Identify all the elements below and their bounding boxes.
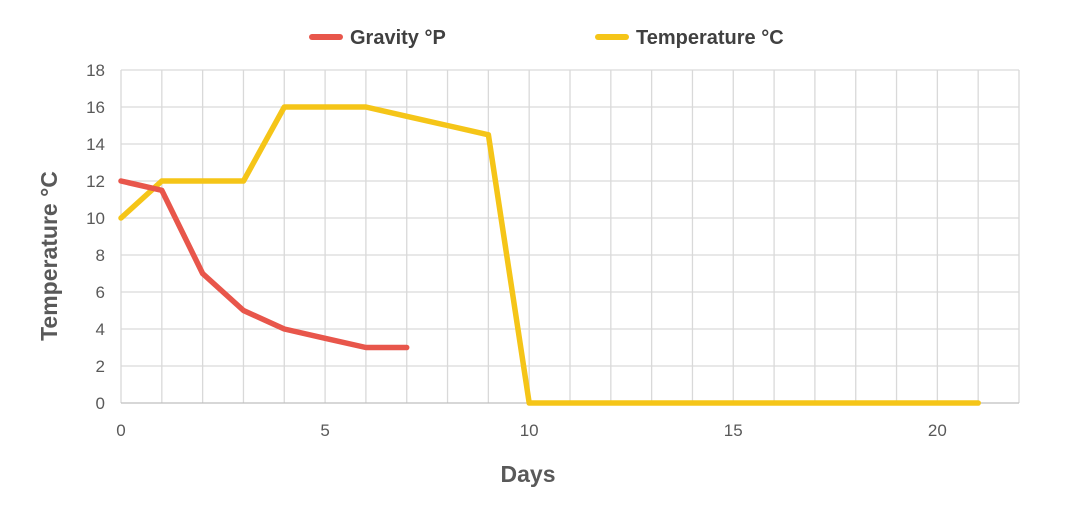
x-tick-label: 15 (724, 421, 743, 440)
y-tick-label: 2 (96, 357, 105, 376)
temperature-series-line (118, 104, 981, 406)
y-tick-label: 0 (96, 394, 105, 413)
axis-layer: 0 2 4 6 8 10 12 14 16 18 0 5 10 15 20 (86, 61, 947, 440)
x-axis-title: Days (501, 461, 556, 487)
legend-label-gravity: Gravity °P (350, 27, 446, 49)
y-tick-label: 10 (86, 209, 105, 228)
grid-layer (120, 69, 1020, 404)
series-layer (118, 104, 981, 406)
y-tick-label: 18 (86, 61, 105, 80)
y-tick-label: 14 (86, 135, 105, 154)
y-tick-label: 16 (86, 98, 105, 117)
x-tick-label: 20 (928, 421, 947, 440)
legend: Gravity °P Temperature °C (309, 27, 784, 49)
y-tick-label: 8 (96, 246, 105, 265)
y-tick-label: 4 (96, 320, 105, 339)
y-axis-title: Temperature °C (36, 171, 62, 341)
x-tick-label: 10 (520, 421, 539, 440)
y-tick-label: 6 (96, 283, 105, 302)
y-tick-label: 12 (86, 172, 105, 191)
gravity-series-line (118, 178, 410, 351)
legend-label-temperature: Temperature °C (636, 27, 784, 49)
x-tick-label: 5 (320, 421, 329, 440)
x-tick-label: 0 (116, 421, 125, 440)
